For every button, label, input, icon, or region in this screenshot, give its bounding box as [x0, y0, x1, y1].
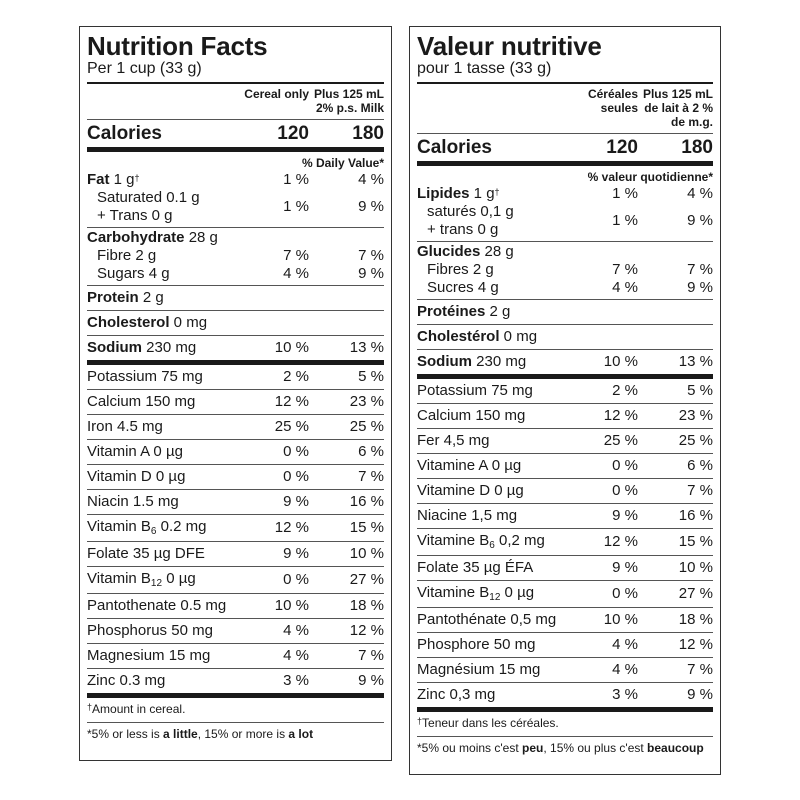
vitamin-row-pantothenate: Pantothénate 0,5 mg 10 % 18 %	[417, 611, 713, 628]
vitamin-row-vitamin-a: Vitamin A 0 µg 0 % 6 %	[87, 443, 384, 460]
fat-group: Lipides 1 g† 1 % 4 % saturés 0,1 g + trans …	[417, 184, 713, 241]
vitamin-row-vitamin-a: Vitamine A 0 µg 0 % 6 %	[417, 457, 713, 474]
vitamins-list: Potassium 75 mg 2 % 5 % Calcium 150 mg 12 %…	[417, 379, 713, 707]
panel-title: Nutrition Facts	[87, 31, 268, 61]
vitamin-row-phosphorus: Phosphore 50 mg 4 % 12 %	[417, 636, 713, 653]
col-cereal-only: Cereal only	[244, 87, 309, 101]
vitamin-row-folate: Folate 35 µg ÉFA 9 % 10 %	[417, 559, 713, 576]
panel-title: Valeur nutritive	[417, 31, 602, 61]
vitamin-row-zinc: Zinc 0.3 mg 3 % 9 %	[87, 672, 384, 689]
divider-thick	[87, 147, 384, 152]
cholesterol-row: Cholesterol 0 mg	[87, 314, 208, 331]
vitamin-row-b12: Vitamin B12 0 µg 0 % 27 %	[87, 570, 384, 589]
carbohydrate-group: Carbohydrate 28 g Fibre 2 g 7 % 7 % Suga…	[87, 228, 384, 285]
vitamin-row-magnesium: Magnésium 15 mg 4 % 7 %	[417, 661, 713, 678]
sodium-row: Sodium 230 mg 10 % 13 %	[417, 353, 713, 370]
nutrition-facts-panel-french: Valeur nutritive pour 1 tasse (33 g) Cér…	[409, 26, 721, 775]
vitamin-row-iron: Fer 4,5 mg 25 % 25 %	[417, 432, 713, 449]
divider	[87, 82, 384, 84]
vitamin-row-iron: Iron 4.5 mg 25 % 25 %	[87, 418, 384, 435]
footnote-dagger: †Amount in cereal.	[87, 702, 186, 716]
col-cereal-only: Céréales seules	[587, 87, 638, 115]
vitamins-list: Potassium 75 mg 2 % 5 % Calcium 150 mg 12 %…	[87, 365, 384, 693]
vitamin-row-calcium: Calcium 150 mg 12 % 23 %	[87, 393, 384, 410]
vitamin-row-b6: Vitamin B6 0.2 mg 12 % 15 %	[87, 518, 384, 537]
footnote-daily-value: *5% or less is a little, 15% or more is …	[87, 727, 314, 741]
vitamin-row-niacin: Niacine 1,5 mg 9 % 16 %	[417, 507, 713, 524]
divider	[417, 82, 713, 84]
calories-row: Calories 120 180	[417, 137, 713, 158]
cholesterol-row: Cholestérol 0 mg	[417, 328, 538, 345]
column-headers: Cereal only Plus 125 mL 2% p.s. Milk	[87, 84, 384, 119]
carbohydrate-row: Carbohydrate 28 g	[87, 229, 218, 246]
column-headers: Céréales seules Plus 125 mL de lait à 2 % d…	[417, 84, 713, 133]
vitamin-row-potassium: Potassium 75 mg 2 % 5 %	[417, 382, 713, 399]
vitamin-row-vitamin-d: Vitamine D 0 µg 0 % 7 %	[417, 482, 713, 499]
vitamin-row-calcium: Calcium 150 mg 12 % 23 %	[417, 407, 713, 424]
vitamin-row-phosphorus: Phosphorus 50 mg 4 % 12 %	[87, 622, 384, 639]
saturated-trans-row: Saturated 0.1 g + Trans 0 g 1 % 9 %	[97, 189, 384, 224]
vitamin-row-magnesium: Magnesium 15 mg 4 % 7 %	[87, 647, 384, 664]
vitamin-row-pantothenate: Pantothenate 0.5 mg 10 % 18 %	[87, 597, 384, 614]
divider	[87, 119, 384, 120]
fibre-row: Fibre 2 g 7 % 7 %	[97, 247, 384, 264]
col-with-milk: Plus 125 mL de lait à 2 % de m.g.	[642, 87, 713, 129]
col-with-milk: Plus 125 mL 2% p.s. Milk	[313, 87, 384, 115]
vitamin-row-b12: Vitamine B12 0 µg 0 % 27 %	[417, 584, 713, 603]
vitamin-row-b6: Vitamine B6 0,2 mg 12 % 15 %	[417, 532, 713, 551]
vitamin-row-potassium: Potassium 75 mg 2 % 5 %	[87, 368, 384, 385]
sodium-row: Sodium 230 mg 10 % 13 %	[87, 339, 384, 356]
daily-value-header: % Daily Value*	[301, 156, 384, 170]
serving-size: pour 1 tasse (33 g)	[417, 60, 552, 77]
vitamin-row-niacin: Niacin 1.5 mg 9 % 16 %	[87, 493, 384, 510]
calories-row: Calories 120 180	[87, 123, 384, 144]
footnote-dagger: †Teneur dans les céréales.	[417, 716, 559, 730]
daily-value-header: % valeur quotidienne*	[587, 170, 713, 184]
sugars-row: Sugars 4 g 4 % 9 %	[97, 265, 384, 282]
vitamin-row-vitamin-d: Vitamin D 0 µg 0 % 7 %	[87, 468, 384, 485]
fat-row: Fat 1 g† 1 % 4 %	[87, 171, 384, 188]
protein-row: Protein 2 g	[87, 289, 164, 306]
fat-row: Lipides 1 g† 1 % 4 %	[417, 185, 713, 202]
vitamin-row-folate: Folate 35 µg DFE 9 % 10 %	[87, 545, 384, 562]
vitamin-row-zinc: Zinc 0,3 mg 3 % 9 %	[417, 686, 713, 703]
carbohydrate-row: Glucides 28 g	[417, 243, 514, 260]
nutrition-facts-panel-english: Nutrition Facts Per 1 cup (33 g) Cereal …	[79, 26, 392, 761]
protein-row: Protéines 2 g	[417, 303, 511, 320]
serving-size: Per 1 cup (33 g)	[87, 60, 202, 77]
fat-group: Fat 1 g† 1 % 4 % Saturated 0.1 g + Trans …	[87, 170, 384, 227]
footnote-daily-value: *5% ou moins c'est peu, 15% ou plus c'es…	[417, 741, 704, 755]
